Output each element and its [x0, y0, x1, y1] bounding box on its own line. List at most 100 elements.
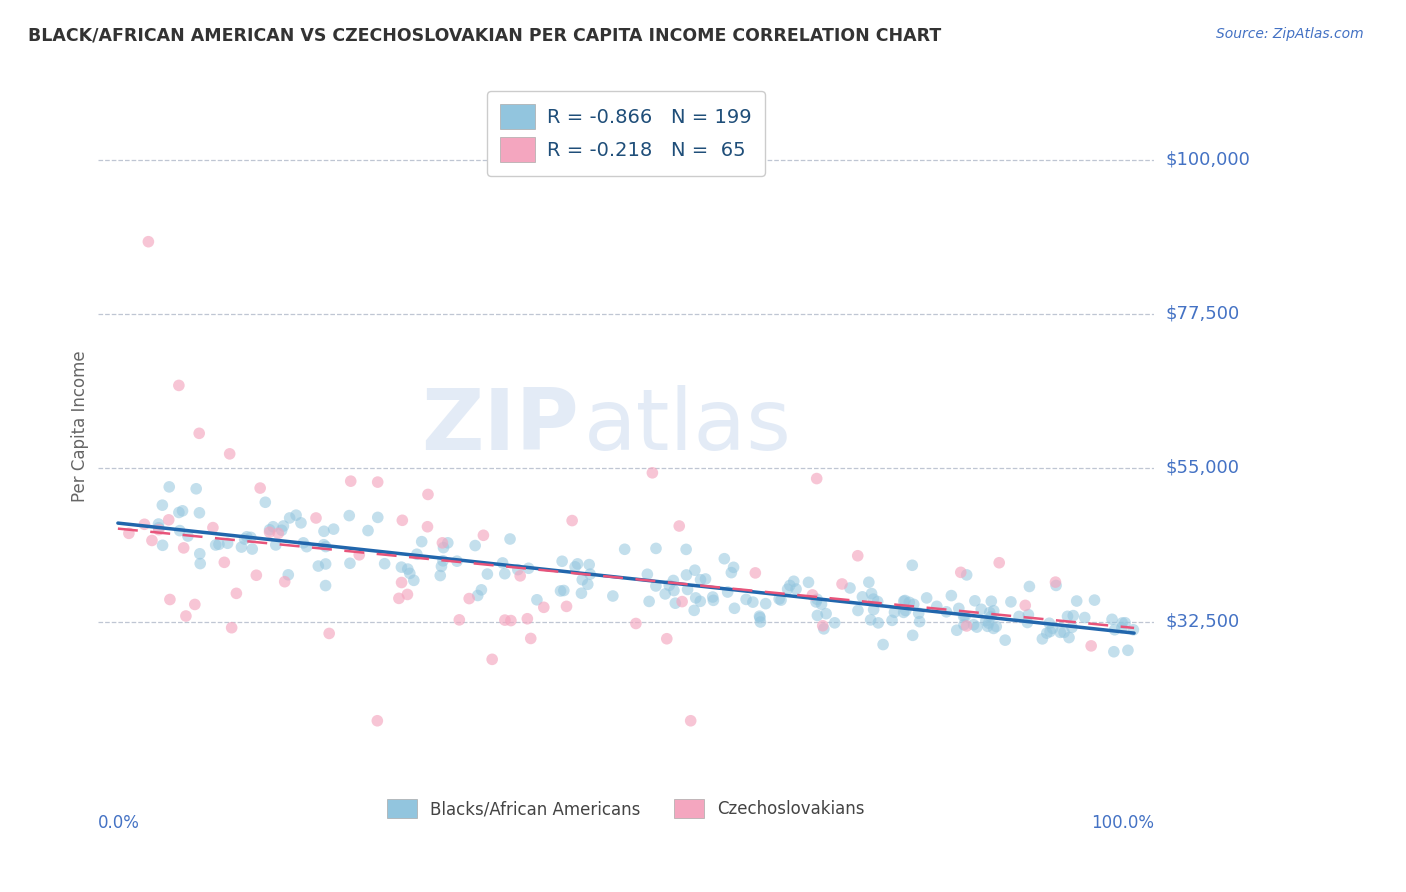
Point	[561, 514, 583, 528]
Y-axis label: Per Capita Income: Per Capita Income	[72, 351, 89, 502]
Point	[533, 600, 555, 615]
Point	[813, 622, 835, 636]
Text: $32,500: $32,500	[1166, 613, 1240, 631]
Point	[654, 587, 676, 601]
Point	[602, 589, 624, 603]
Point	[1018, 579, 1040, 593]
Point	[1074, 610, 1097, 624]
Point	[723, 560, 745, 574]
Point	[662, 574, 685, 588]
Point	[188, 506, 211, 520]
Point	[668, 519, 690, 533]
Point	[1114, 615, 1136, 630]
Point	[553, 583, 575, 598]
Point	[744, 566, 766, 580]
Point	[804, 595, 827, 609]
Point	[970, 602, 993, 616]
Point	[551, 554, 574, 568]
Point	[755, 597, 778, 611]
Point	[138, 235, 160, 249]
Point	[1008, 609, 1031, 624]
Point	[1017, 615, 1039, 630]
Point	[174, 609, 197, 624]
Point	[907, 606, 929, 620]
Point	[467, 589, 489, 603]
Point	[974, 614, 997, 628]
Point	[148, 523, 170, 537]
Point	[953, 617, 976, 632]
Point	[470, 582, 492, 597]
Point	[846, 549, 869, 563]
Point	[167, 378, 190, 392]
Point	[675, 542, 697, 557]
Point	[396, 587, 419, 601]
Point	[430, 559, 453, 574]
Point	[713, 551, 735, 566]
Point	[801, 588, 824, 602]
Point	[695, 572, 717, 586]
Point	[391, 575, 413, 590]
Point	[494, 613, 516, 627]
Point	[811, 619, 834, 633]
Point	[962, 617, 984, 632]
Point	[391, 513, 413, 527]
Point	[941, 589, 963, 603]
Point	[464, 539, 486, 553]
Point	[389, 560, 412, 574]
Point	[720, 566, 742, 580]
Point	[717, 585, 740, 599]
Point	[499, 614, 522, 628]
Point	[188, 557, 211, 571]
Point	[872, 638, 894, 652]
Point	[118, 526, 141, 541]
Point	[315, 540, 337, 554]
Point	[1104, 623, 1126, 637]
Point	[264, 538, 287, 552]
Point	[225, 586, 247, 600]
Point	[290, 516, 312, 530]
Text: Source: ZipAtlas.com: Source: ZipAtlas.com	[1216, 27, 1364, 41]
Point	[894, 593, 917, 607]
Point	[980, 594, 1002, 608]
Point	[173, 541, 195, 555]
Point	[239, 530, 262, 544]
Point	[953, 609, 976, 624]
Point	[233, 532, 256, 546]
Point	[416, 487, 439, 501]
Point	[977, 616, 1000, 631]
Point	[305, 511, 328, 525]
Point	[315, 578, 337, 592]
Point	[446, 554, 468, 568]
Text: BLACK/AFRICAN AMERICAN VS CZECHOSLOVAKIAN PER CAPITA INCOME CORRELATION CHART: BLACK/AFRICAN AMERICAN VS CZECHOSLOVAKIA…	[28, 27, 942, 45]
Point	[402, 574, 425, 588]
Point	[980, 609, 1002, 624]
Point	[994, 633, 1017, 648]
Point	[908, 615, 931, 629]
Point	[613, 542, 636, 557]
Point	[683, 563, 706, 577]
Point	[880, 613, 903, 627]
Point	[578, 558, 600, 572]
Point	[645, 541, 668, 556]
Point	[249, 481, 271, 495]
Point	[662, 583, 685, 598]
Point	[349, 548, 371, 562]
Point	[658, 578, 681, 592]
Point	[148, 516, 170, 531]
Point	[188, 547, 211, 561]
Point	[236, 530, 259, 544]
Point	[859, 613, 882, 627]
Point	[1014, 599, 1036, 613]
Point	[367, 475, 389, 489]
Point	[526, 592, 548, 607]
Text: 100.0%: 100.0%	[1091, 814, 1154, 832]
Point	[894, 603, 917, 617]
Point	[141, 533, 163, 548]
Point	[1060, 620, 1083, 634]
Point	[555, 599, 578, 614]
Point	[416, 520, 439, 534]
Point	[748, 609, 770, 624]
Point	[901, 558, 924, 573]
Point	[177, 529, 200, 543]
Point	[1116, 643, 1139, 657]
